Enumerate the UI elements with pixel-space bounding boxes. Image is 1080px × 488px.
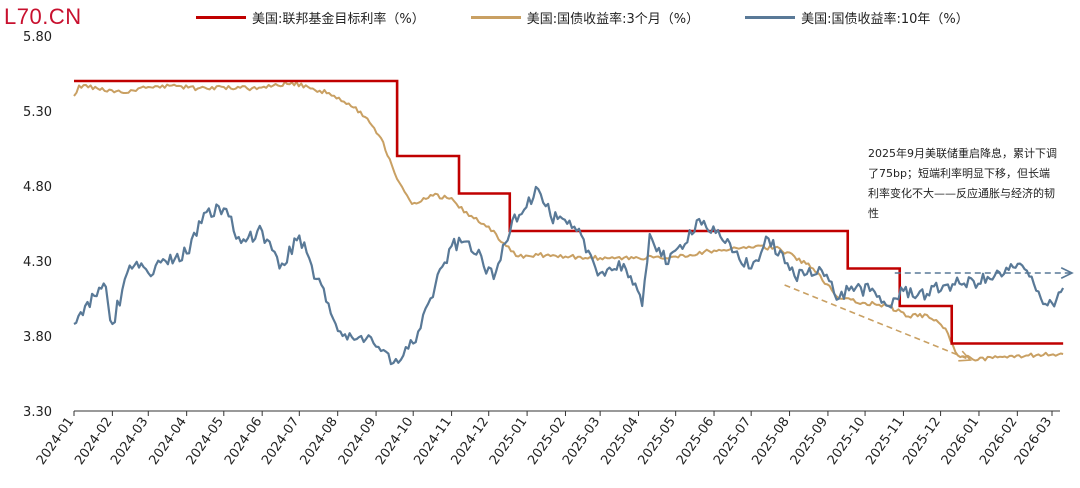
series-line-fed-funds [74,79,1064,345]
series-line-3m [73,80,1064,362]
trend-arrow-line-0 [784,284,971,361]
trend-arrows [784,267,1074,362]
trend-arrow-head-1 [1060,267,1074,279]
x-tick-label-16: 2025-05 [635,415,678,468]
x-tick-label-19: 2025-08 [749,415,792,468]
x-axis: 2024-012024-022024-032024-042024-052024-… [34,410,1060,468]
legend-item-10y: 美国:国债收益率:10年（%） [745,8,969,27]
series-layer [73,79,1065,366]
x-tick-label-7: 2024-08 [298,415,341,468]
legend-label-10y: 美国:国债收益率:10年（%） [801,12,969,27]
series-line-10y [73,185,1065,366]
legend-label-fed-funds: 美国:联邦基金目标利率（%） [252,12,425,27]
y-axis: 5.80 5.30 4.80 4.30 3.80 3.30 [23,30,52,420]
legend-label-3m: 美国:国债收益率:3个月（%） [526,12,700,27]
y-tick-label-0: 5.80 [23,30,52,45]
x-tick-label-6: 2024-07 [259,415,302,468]
trend-arrow-head-0 [958,350,972,362]
y-tick-label-4: 3.80 [23,330,52,345]
x-tick-label-4: 2024-05 [184,415,227,468]
legend-swatch-10y [745,16,796,19]
x-tick-label-21: 2025-10 [825,415,868,468]
y-tick-label-5: 3.30 [23,405,52,420]
chart-annotation: 2025年9月美联储重启降息，累计下调了75bp；短端利率明显下移，但长端利率变… [868,147,1057,220]
legend-swatch-3m [470,16,521,19]
y-tick-label-2: 4.80 [23,180,52,195]
y-tick-label-3: 4.30 [23,255,52,270]
y-tick-label-1: 5.30 [23,105,52,120]
legend-swatch-fed-funds [196,16,246,19]
legend-item-3m: 美国:国债收益率:3个月（%） [470,8,700,27]
x-tick-label-11: 2024-12 [449,415,492,468]
x-tick-label-23: 2025-12 [900,415,943,468]
x-tick-label-24: 2026-01 [939,415,982,468]
watermark: L70.CN [4,4,82,29]
legend-item-fed-funds: 美国:联邦基金目标利率（%） [196,8,425,27]
x-tick-label-0: 2024-01 [34,415,77,468]
x-tick-label-9: 2024-10 [373,415,416,468]
x-tick-label-12: 2025-01 [487,415,530,468]
x-tick-label-18: 2025-07 [711,415,754,468]
legend: 美国:联邦基金目标利率（%） 美国:国债收益率:3个月（%） 美国:国债收益率:… [196,8,969,27]
